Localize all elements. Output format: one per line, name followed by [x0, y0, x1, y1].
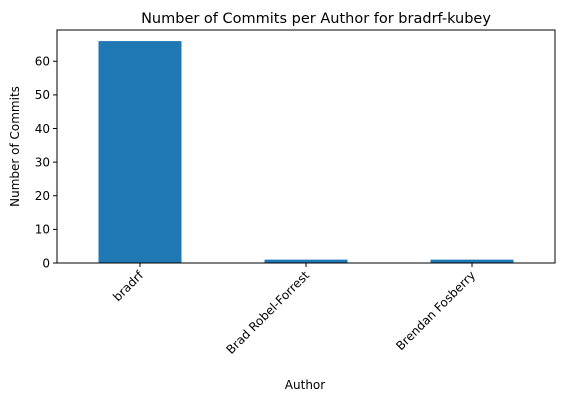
- x-tick-label-0: bradrf: [110, 268, 146, 304]
- y-axis: 0 10 20 30 40 50 60: [35, 55, 57, 270]
- y-tick-label-3: 30: [35, 155, 50, 169]
- bar-2: [430, 259, 514, 263]
- plot-frame: [56, 29, 556, 264]
- y-tick-label-4: 40: [35, 122, 50, 136]
- x-tick-label-2: Brendan Fosberry: [393, 268, 478, 353]
- x-axis: bradrf Brad Robel-Forrest Brendan Fosberry: [110, 263, 478, 357]
- y-tick-label-0: 0: [42, 256, 50, 270]
- y-axis-label: Number of Commits: [8, 86, 22, 207]
- bar-1: [264, 259, 348, 263]
- y-tick-label-2: 20: [35, 189, 50, 203]
- bar-0: [98, 41, 182, 263]
- chart-title: Number of Commits per Author for bradrf-…: [141, 11, 491, 27]
- x-tick-label-1: Brad Robel-Forrest: [224, 268, 313, 357]
- y-tick-label-5: 50: [35, 88, 50, 102]
- bars-group: [98, 41, 514, 263]
- x-axis-label: Author: [285, 378, 325, 392]
- y-tick-label-6: 60: [35, 55, 50, 69]
- y-tick-label-1: 10: [35, 223, 50, 237]
